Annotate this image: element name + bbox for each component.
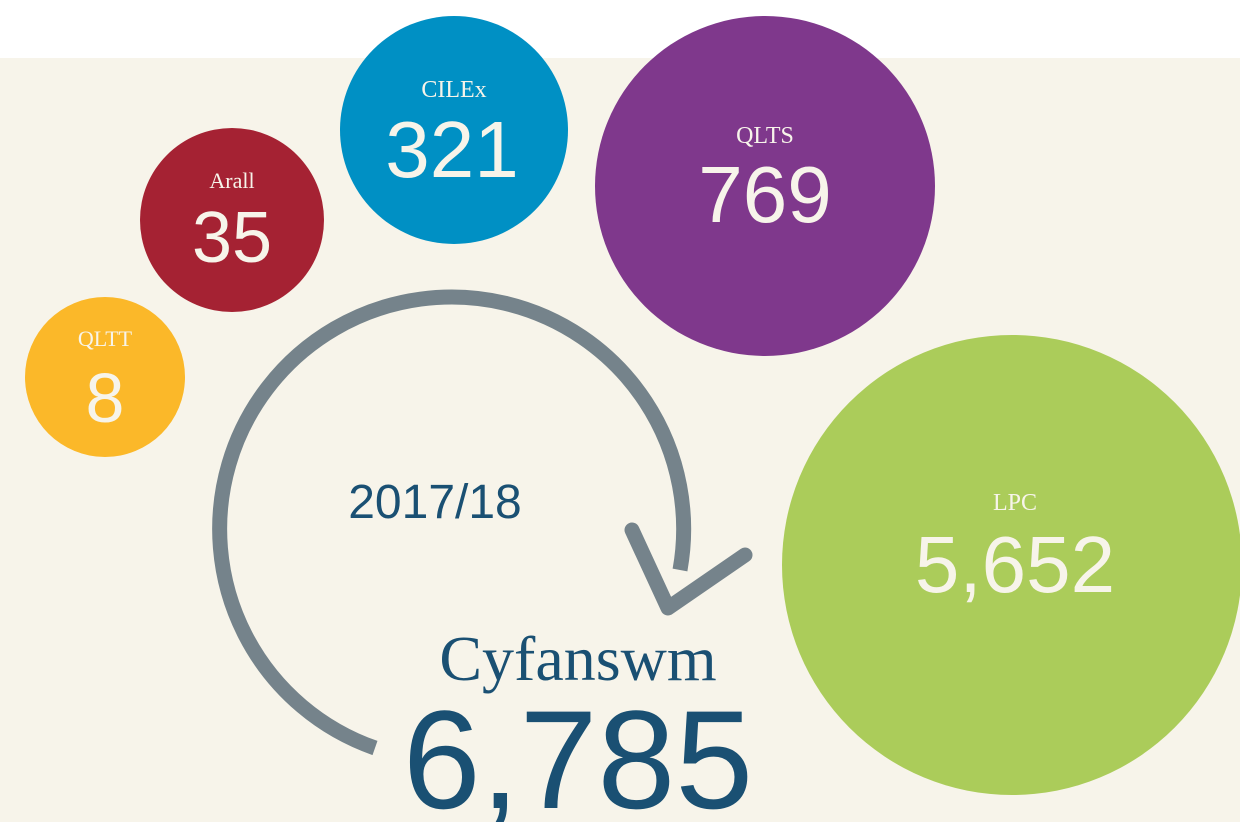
bubble-value: 35: [192, 198, 272, 278]
total-label: Cyfanswm: [439, 623, 716, 694]
bubble-label: QLTS: [736, 123, 794, 149]
top-strip: [0, 0, 1240, 58]
bubble: [25, 297, 185, 457]
total-value: 6,785: [403, 681, 753, 822]
bubble-label: LPC: [993, 490, 1037, 516]
bubble-value: 769: [698, 150, 831, 239]
bubble-value: 5,652: [915, 520, 1115, 609]
bubble-value: 321: [385, 105, 518, 194]
bubble-label: Arall: [209, 168, 254, 193]
bubble: [782, 335, 1240, 795]
bubble: [340, 16, 568, 244]
bubble-label: QLTT: [78, 326, 133, 351]
bubble: [140, 128, 324, 312]
bubble: [595, 16, 935, 356]
period: 2017/18: [348, 476, 522, 529]
bubble-label: CILEx: [421, 77, 486, 103]
cycle-arrow: [212, 289, 692, 756]
bubble-value: 8: [86, 359, 125, 437]
arrow-head: [624, 522, 753, 616]
